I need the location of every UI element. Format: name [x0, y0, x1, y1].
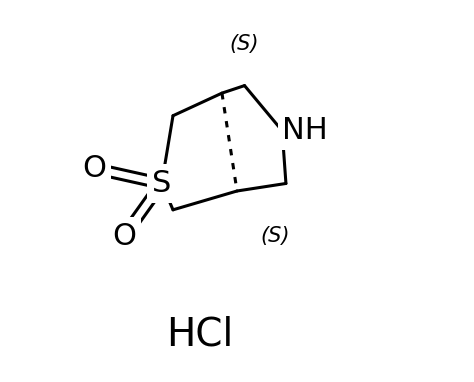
Text: S: S [152, 169, 172, 198]
Text: O: O [112, 222, 136, 251]
Text: (S): (S) [230, 34, 259, 54]
Text: (S): (S) [260, 226, 290, 246]
Text: O: O [82, 154, 106, 183]
Text: NH: NH [282, 116, 328, 145]
Text: HCl: HCl [166, 315, 233, 353]
